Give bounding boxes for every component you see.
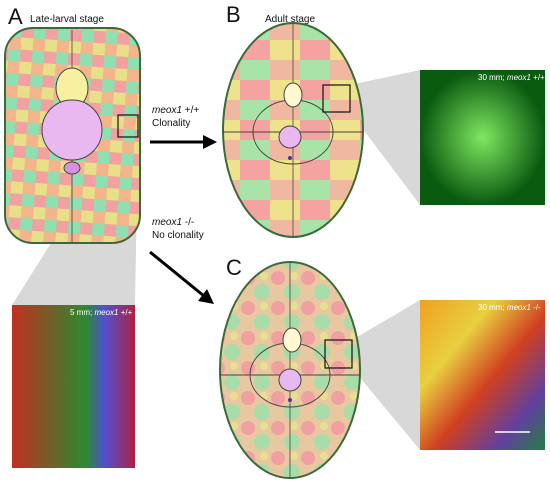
arrow (149, 250, 205, 298)
panel-letter: B (226, 2, 241, 27)
micrograph (420, 70, 545, 205)
zoom-funnel (352, 300, 420, 450)
arrow-label: No clonality (152, 230, 204, 241)
panel-letter: C (226, 255, 242, 280)
zoom-funnel (350, 70, 420, 205)
micrograph (12, 305, 135, 468)
panel-title: Adult stage (265, 14, 315, 25)
inset-label: 30 mm; meox1 +/+ (478, 73, 545, 82)
arrow-label: Clonality (152, 118, 190, 129)
panel-title: Late-larval stage (30, 14, 104, 25)
inset-label: 30 mm; meox1 -/- (478, 303, 541, 312)
micrograph (420, 300, 545, 450)
arrow-label: meox1 +/+ (152, 105, 199, 116)
arrow-label: meox1 -/- (152, 217, 194, 228)
panel-letter: A (8, 4, 23, 29)
inset-label: 5 mm; meox1 +/+ (70, 308, 133, 317)
